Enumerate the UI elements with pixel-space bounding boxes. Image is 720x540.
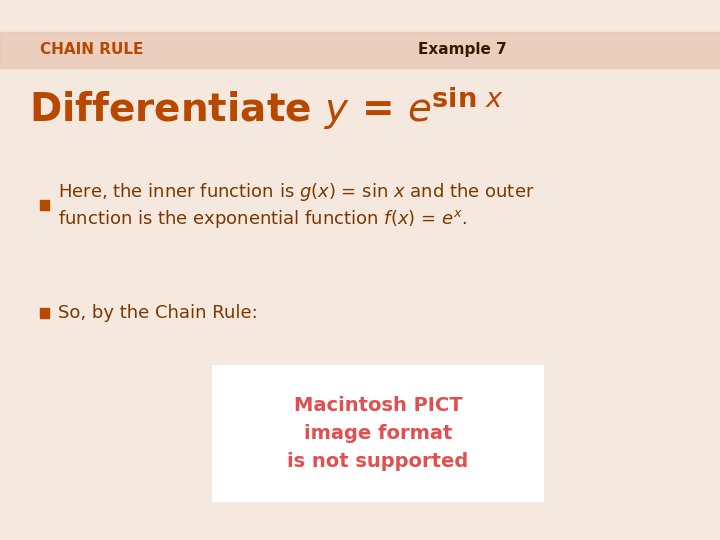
Text: CHAIN RULE: CHAIN RULE [40, 42, 143, 57]
Bar [40, 200, 49, 210]
Text: So, by the Chain Rule:: So, by the Chain Rule: [58, 304, 257, 322]
Text: Macintosh PICT
image format
is not supported: Macintosh PICT image format is not suppo… [287, 396, 469, 471]
Text: Differentiate $\it{y}$ = $\mathbf{\it{e}}^{\mathbf{sin}\ \mathbf{\it{x}}}$: Differentiate $\it{y}$ = $\mathbf{\it{e}… [29, 84, 503, 132]
Bar [40, 308, 49, 318]
Text: Example 7: Example 7 [418, 42, 506, 57]
Text: function is the exponential function $\it{f}$($\it{x}$) = $e^{\it{x}}$.: function is the exponential function $\i… [58, 208, 467, 230]
FancyBboxPatch shape [212, 364, 544, 502]
Bar [0, 32, 720, 68]
Text: Here, the inner function is $\it{g}$($\it{x}$) = sin $\it{x}$ and the outer: Here, the inner function is $\it{g}$($\i… [58, 181, 534, 202]
